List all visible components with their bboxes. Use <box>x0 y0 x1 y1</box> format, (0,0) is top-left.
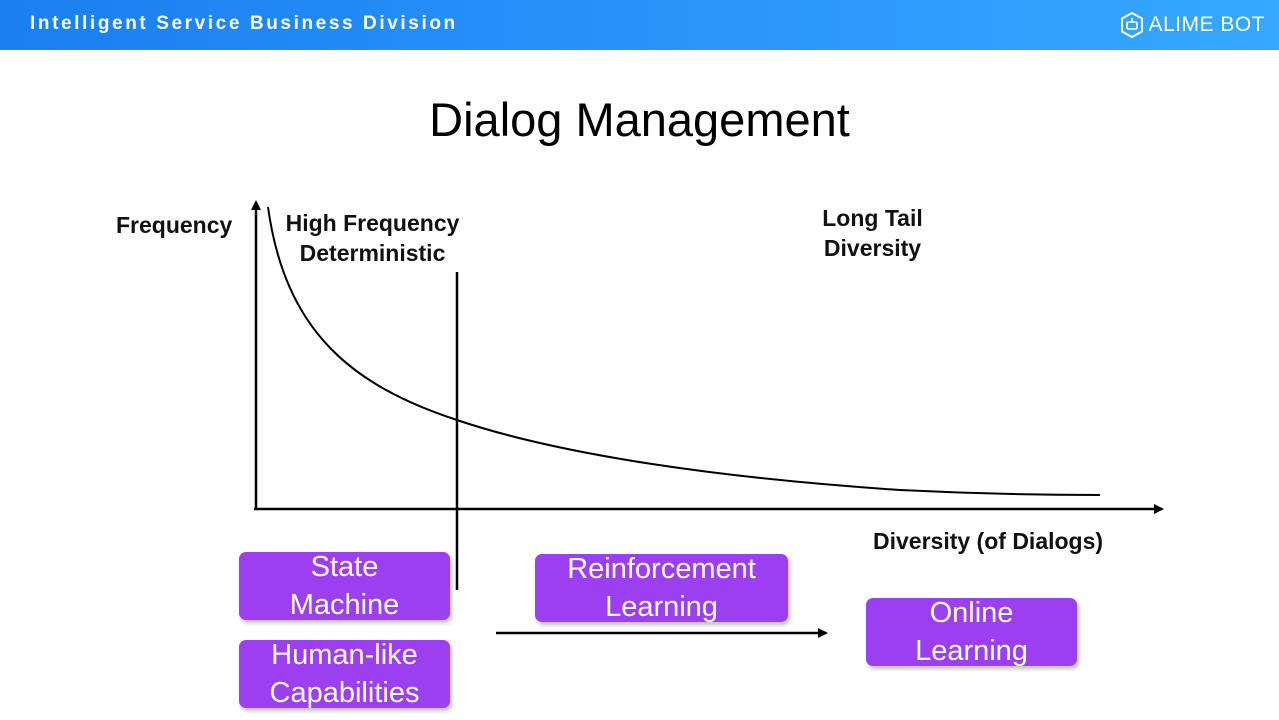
head-region-line-1: High Frequency <box>285 210 460 236</box>
long-tail-curve <box>267 206 1101 496</box>
human-like-box: Human-like Capabilities <box>239 639 450 709</box>
online-line-2: Learning <box>915 635 1028 667</box>
reinforcement-line-1: Reinforcement <box>567 553 756 585</box>
division-name: Intelligent Service Business Division <box>30 13 458 34</box>
online-line-1: Online <box>929 597 1014 629</box>
state-machine-line-1: State <box>310 551 379 583</box>
header-bar: Intelligent Service Business Division AL… <box>0 0 1279 50</box>
online-learning-box: Online Learning <box>866 597 1077 667</box>
brand-logo: ALIME BOT <box>1120 11 1265 39</box>
y-axis-label: Frequency <box>116 212 233 238</box>
page-title: Dialog Management <box>429 93 850 146</box>
tail-region-line-1: Long Tail <box>822 205 923 231</box>
tail-region-label: Long Tail Diversity <box>800 203 945 263</box>
human-like-line-1: Human-like <box>271 639 418 671</box>
brand-name: ALIME BOT <box>1148 13 1265 36</box>
state-machine-box: State Machine <box>239 551 450 621</box>
x-axis-label: Diversity (of Dialogs) <box>873 528 1104 554</box>
tail-region-line-2: Diversity <box>823 235 922 261</box>
reinforcement-line-2: Learning <box>605 591 718 623</box>
reinforcement-learning-box: Reinforcement Learning <box>535 553 788 623</box>
head-region-label: High Frequency Deterministic <box>270 208 475 268</box>
state-machine-line-2: Machine <box>289 589 400 621</box>
head-region-line-2: Deterministic <box>299 240 446 266</box>
human-like-line-2: Capabilities <box>269 677 420 709</box>
bot-logo-icon <box>1121 12 1144 38</box>
